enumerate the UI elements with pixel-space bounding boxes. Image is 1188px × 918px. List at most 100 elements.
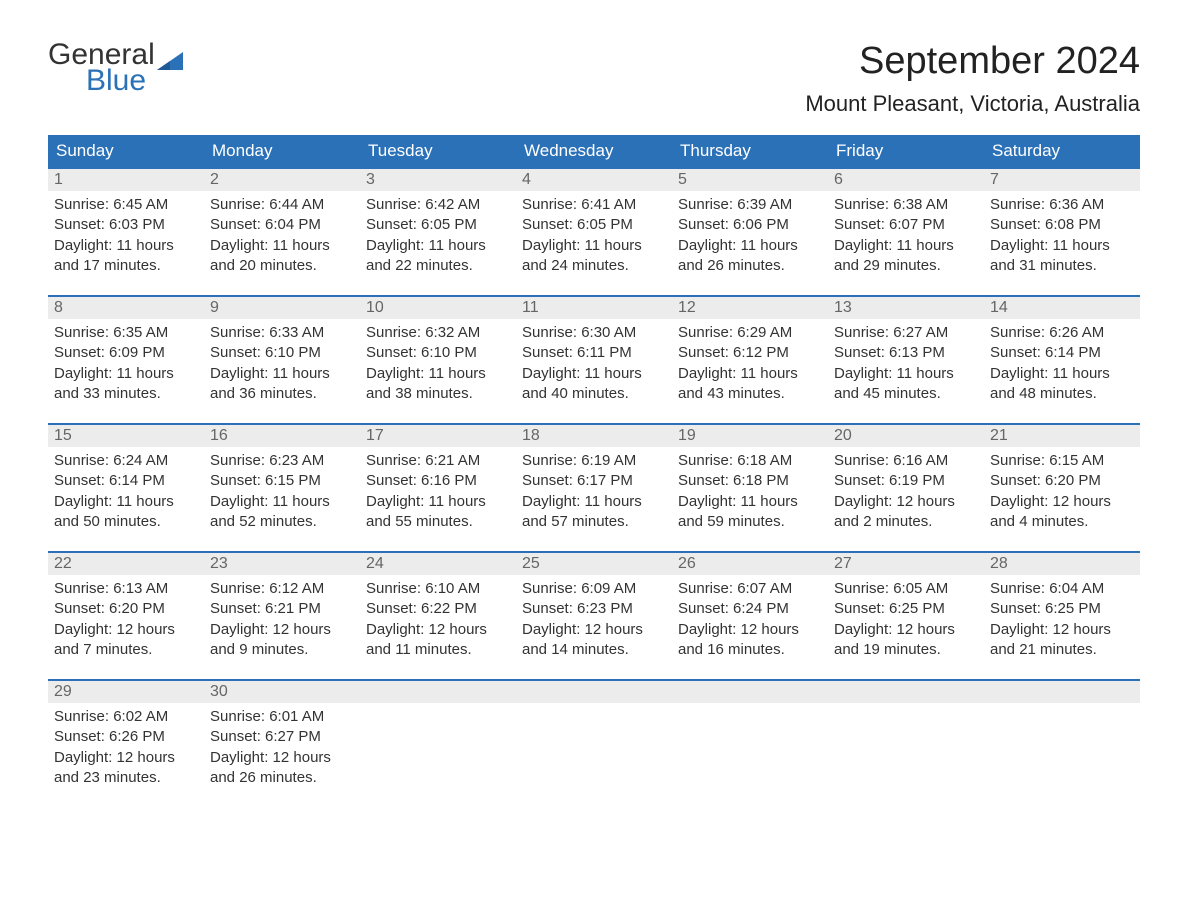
day-number: 23 <box>204 553 360 575</box>
calendar-day-cell: 28Sunrise: 6:04 AMSunset: 6:25 PMDayligh… <box>984 552 1140 680</box>
sunrise-line: Sunrise: 6:04 AM <box>990 579 1134 599</box>
weekday-header: Tuesday <box>360 135 516 168</box>
daylight-line: Daylight: 11 hours and 43 minutes. <box>678 364 822 405</box>
calendar-day-cell: 20Sunrise: 6:16 AMSunset: 6:19 PMDayligh… <box>828 424 984 552</box>
sunset-line: Sunset: 6:09 PM <box>54 343 198 363</box>
sunset-line: Sunset: 6:20 PM <box>990 471 1134 491</box>
sunrise-line: Sunrise: 6:16 AM <box>834 451 978 471</box>
month-title: September 2024 <box>805 40 1140 83</box>
daylight-line: Daylight: 11 hours and 20 minutes. <box>210 236 354 277</box>
weekday-header: Sunday <box>48 135 204 168</box>
sunset-line: Sunset: 6:03 PM <box>54 215 198 235</box>
calendar-day-cell: 16Sunrise: 6:23 AMSunset: 6:15 PMDayligh… <box>204 424 360 552</box>
calendar-day-cell: 2Sunrise: 6:44 AMSunset: 6:04 PMDaylight… <box>204 168 360 296</box>
sunset-line: Sunset: 6:14 PM <box>990 343 1134 363</box>
daylight-line: Daylight: 11 hours and 52 minutes. <box>210 492 354 533</box>
daylight-line: Daylight: 12 hours and 26 minutes. <box>210 748 354 789</box>
sunrise-line: Sunrise: 6:33 AM <box>210 323 354 343</box>
calendar-day-cell <box>672 680 828 808</box>
daylight-line: Daylight: 12 hours and 4 minutes. <box>990 492 1134 533</box>
sunset-line: Sunset: 6:15 PM <box>210 471 354 491</box>
sunset-line: Sunset: 6:25 PM <box>990 599 1134 619</box>
day-details: Sunrise: 6:35 AMSunset: 6:09 PMDaylight:… <box>48 319 204 414</box>
sunset-line: Sunset: 6:22 PM <box>366 599 510 619</box>
day-details: Sunrise: 6:21 AMSunset: 6:16 PMDaylight:… <box>360 447 516 542</box>
daylight-line: Daylight: 12 hours and 7 minutes. <box>54 620 198 661</box>
location-text: Mount Pleasant, Victoria, Australia <box>805 91 1140 117</box>
calendar-day-cell: 25Sunrise: 6:09 AMSunset: 6:23 PMDayligh… <box>516 552 672 680</box>
sunset-line: Sunset: 6:10 PM <box>366 343 510 363</box>
daylight-line: Daylight: 11 hours and 29 minutes. <box>834 236 978 277</box>
day-number: 26 <box>672 553 828 575</box>
daylight-line: Daylight: 11 hours and 24 minutes. <box>522 236 666 277</box>
daylight-line: Daylight: 12 hours and 2 minutes. <box>834 492 978 533</box>
calendar-day-cell: 9 Sunrise: 6:33 AMSunset: 6:10 PMDaylight… <box>204 296 360 424</box>
day-number: 14 <box>984 297 1140 319</box>
calendar-day-cell: 1Sunrise: 6:45 AMSunset: 6:03 PMDaylight… <box>48 168 204 296</box>
day-number: 8 <box>48 297 204 319</box>
day-number: 15 <box>48 425 204 447</box>
brand-word-blue: Blue <box>48 66 183 96</box>
day-number-empty <box>360 681 516 703</box>
calendar-body: 1Sunrise: 6:45 AMSunset: 6:03 PMDaylight… <box>48 168 1140 808</box>
day-number: 16 <box>204 425 360 447</box>
day-number: 12 <box>672 297 828 319</box>
sunset-line: Sunset: 6:05 PM <box>366 215 510 235</box>
day-details: Sunrise: 6:13 AMSunset: 6:20 PMDaylight:… <box>48 575 204 670</box>
day-number: 2 <box>204 169 360 191</box>
sunset-line: Sunset: 6:26 PM <box>54 727 198 747</box>
daylight-line: Daylight: 11 hours and 48 minutes. <box>990 364 1134 405</box>
calendar-day-cell: 26Sunrise: 6:07 AMSunset: 6:24 PMDayligh… <box>672 552 828 680</box>
calendar-day-cell: 3Sunrise: 6:42 AMSunset: 6:05 PMDaylight… <box>360 168 516 296</box>
title-block: September 2024 Mount Pleasant, Victoria,… <box>805 40 1140 117</box>
sunset-line: Sunset: 6:25 PM <box>834 599 978 619</box>
calendar-day-cell: 8Sunrise: 6:35 AMSunset: 6:09 PMDaylight… <box>48 296 204 424</box>
daylight-line: Daylight: 12 hours and 14 minutes. <box>522 620 666 661</box>
calendar-day-cell: 7Sunrise: 6:36 AMSunset: 6:08 PMDaylight… <box>984 168 1140 296</box>
sunrise-line: Sunrise: 6:05 AM <box>834 579 978 599</box>
day-number: 27 <box>828 553 984 575</box>
daylight-line: Daylight: 11 hours and 17 minutes. <box>54 236 198 277</box>
sunset-line: Sunset: 6:27 PM <box>210 727 354 747</box>
calendar-day-cell: 24Sunrise: 6:10 AMSunset: 6:22 PMDayligh… <box>360 552 516 680</box>
calendar-day-cell: 5Sunrise: 6:39 AMSunset: 6:06 PMDaylight… <box>672 168 828 296</box>
sunrise-line: Sunrise: 6:07 AM <box>678 579 822 599</box>
day-details: Sunrise: 6:38 AMSunset: 6:07 PMDaylight:… <box>828 191 984 286</box>
calendar-day-cell: 11Sunrise: 6:30 AMSunset: 6:11 PMDayligh… <box>516 296 672 424</box>
sunset-line: Sunset: 6:10 PM <box>210 343 354 363</box>
sunrise-line: Sunrise: 6:18 AM <box>678 451 822 471</box>
day-number: 24 <box>360 553 516 575</box>
sunset-line: Sunset: 6:11 PM <box>522 343 666 363</box>
weekday-header: Monday <box>204 135 360 168</box>
day-details: Sunrise: 6:32 AMSunset: 6:10 PMDaylight:… <box>360 319 516 414</box>
day-details: Sunrise: 6:02 AMSunset: 6:26 PMDaylight:… <box>48 703 204 798</box>
day-number: 30 <box>204 681 360 703</box>
daylight-line: Daylight: 11 hours and 33 minutes. <box>54 364 198 405</box>
sunrise-line: Sunrise: 6:30 AM <box>522 323 666 343</box>
day-details: Sunrise: 6:05 AMSunset: 6:25 PMDaylight:… <box>828 575 984 670</box>
sunrise-line: Sunrise: 6:42 AM <box>366 195 510 215</box>
daylight-line: Daylight: 11 hours and 50 minutes. <box>54 492 198 533</box>
daylight-line: Daylight: 11 hours and 45 minutes. <box>834 364 978 405</box>
calendar-header-row: SundayMondayTuesdayWednesdayThursdayFrid… <box>48 135 1140 168</box>
brand-logo: General Blue <box>48 40 183 96</box>
sunrise-line: Sunrise: 6:27 AM <box>834 323 978 343</box>
day-number: 9 <box>204 297 360 319</box>
calendar-day-cell: 12Sunrise: 6:29 AMSunset: 6:12 PMDayligh… <box>672 296 828 424</box>
day-details: Sunrise: 6:16 AMSunset: 6:19 PMDaylight:… <box>828 447 984 542</box>
sunrise-line: Sunrise: 6:09 AM <box>522 579 666 599</box>
day-number: 7 <box>984 169 1140 191</box>
sunrise-line: Sunrise: 6:02 AM <box>54 707 198 727</box>
day-details: Sunrise: 6:27 AMSunset: 6:13 PMDaylight:… <box>828 319 984 414</box>
day-number-empty <box>672 681 828 703</box>
day-details: Sunrise: 6:23 AMSunset: 6:15 PMDaylight:… <box>204 447 360 542</box>
day-number: 13 <box>828 297 984 319</box>
calendar-day-cell: 4Sunrise: 6:41 AMSunset: 6:05 PMDaylight… <box>516 168 672 296</box>
daylight-line: Daylight: 11 hours and 22 minutes. <box>366 236 510 277</box>
calendar-day-cell: 27Sunrise: 6:05 AMSunset: 6:25 PMDayligh… <box>828 552 984 680</box>
sunrise-line: Sunrise: 6:44 AM <box>210 195 354 215</box>
sunset-line: Sunset: 6:20 PM <box>54 599 198 619</box>
day-number: 19 <box>672 425 828 447</box>
calendar-day-cell: 14Sunrise: 6:26 AMSunset: 6:14 PMDayligh… <box>984 296 1140 424</box>
daylight-line: Daylight: 11 hours and 36 minutes. <box>210 364 354 405</box>
